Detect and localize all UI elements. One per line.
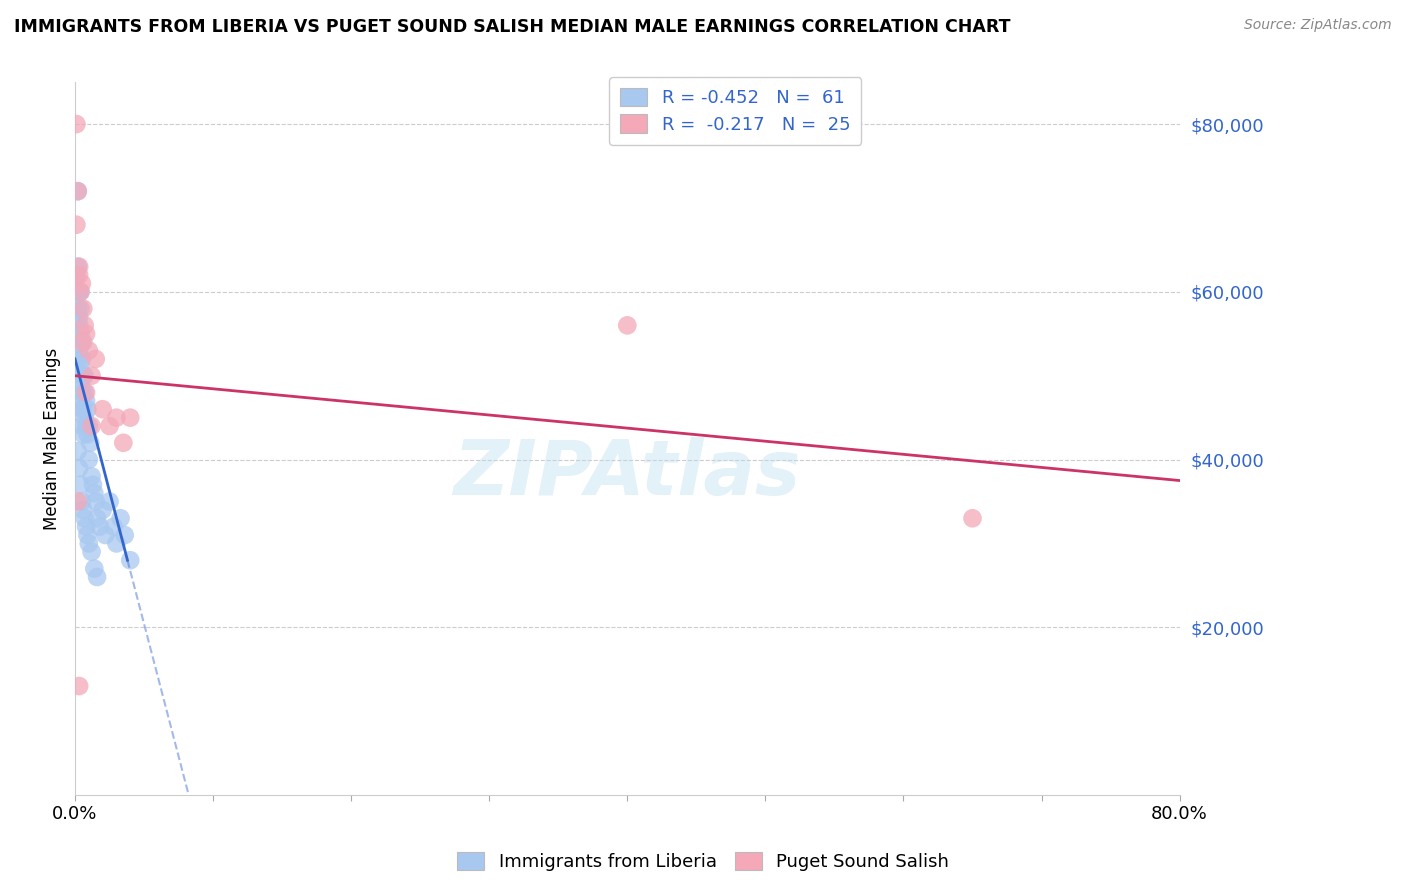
Point [98, 494, 121, 508]
Text: Source: ZipAtlas.com: Source: ZipAtlas.com [1244, 18, 1392, 32]
Point [98, 419, 121, 434]
Point [105, 536, 128, 550]
Point [79, 435, 101, 450]
Point [69, 477, 91, 491]
Point [75, 519, 97, 533]
Point [69, 393, 91, 408]
Point [114, 528, 136, 542]
Point [76, 402, 98, 417]
Point [70, 351, 93, 366]
Point [66, 351, 89, 366]
Point [91, 402, 114, 417]
Point [76, 528, 98, 542]
Point [69, 360, 91, 375]
Point [72, 427, 94, 442]
Legend: Immigrants from Liberia, Puget Sound Salish: Immigrants from Liberia, Puget Sound Sal… [450, 845, 956, 879]
Point [66, 444, 89, 458]
Point [67, 679, 90, 693]
Point [103, 519, 125, 533]
Point [962, 511, 984, 525]
Point [80, 368, 103, 383]
Y-axis label: Median Male Earnings: Median Male Earnings [44, 348, 60, 530]
Point [73, 368, 96, 383]
Point [77, 343, 100, 358]
Point [75, 326, 97, 341]
Point [86, 511, 108, 525]
Point [80, 469, 103, 483]
Point [82, 477, 104, 491]
Point [112, 435, 135, 450]
Point [616, 318, 638, 333]
Point [77, 536, 100, 550]
Point [80, 419, 103, 434]
Point [76, 427, 98, 442]
Point [70, 385, 93, 400]
Point [84, 351, 107, 366]
Point [66, 260, 89, 274]
Point [75, 385, 97, 400]
Point [110, 511, 132, 525]
Point [72, 301, 94, 316]
Point [66, 184, 89, 198]
Point [66, 494, 89, 508]
Point [70, 402, 93, 417]
Point [70, 419, 93, 434]
Point [69, 377, 91, 392]
Point [105, 410, 128, 425]
Point [72, 368, 94, 383]
Point [67, 461, 90, 475]
Point [67, 318, 90, 333]
Point [67, 368, 90, 383]
Point [69, 326, 91, 341]
Point [75, 393, 97, 408]
Point [73, 385, 96, 400]
Point [72, 503, 94, 517]
Point [65, 326, 87, 341]
Point [73, 511, 96, 525]
Point [69, 301, 91, 316]
Legend: R = -0.452   N =  61, R =  -0.217   N =  25: R = -0.452 N = 61, R = -0.217 N = 25 [609, 77, 862, 145]
Point [73, 410, 96, 425]
Point [75, 419, 97, 434]
Point [70, 494, 93, 508]
Point [65, 218, 87, 232]
Point [67, 343, 90, 358]
Point [94, 528, 117, 542]
Point [77, 452, 100, 467]
Point [66, 301, 89, 316]
Point [80, 545, 103, 559]
Point [120, 553, 142, 567]
Point [73, 318, 96, 333]
Point [67, 260, 90, 274]
Point [70, 335, 93, 350]
Point [84, 494, 107, 508]
Point [65, 268, 87, 282]
Point [69, 285, 91, 299]
Point [83, 486, 105, 500]
Point [69, 285, 91, 299]
Point [89, 519, 111, 533]
Point [77, 419, 100, 434]
Point [72, 335, 94, 350]
Point [66, 184, 89, 198]
Point [70, 277, 93, 291]
Text: IMMIGRANTS FROM LIBERIA VS PUGET SOUND SALISH MEDIAN MALE EARNINGS CORRELATION C: IMMIGRANTS FROM LIBERIA VS PUGET SOUND S… [14, 18, 1011, 36]
Point [91, 503, 114, 517]
Point [72, 402, 94, 417]
Point [67, 285, 90, 299]
Point [65, 117, 87, 131]
Point [83, 561, 105, 575]
Point [67, 268, 90, 282]
Point [86, 570, 108, 584]
Point [120, 410, 142, 425]
Text: ZIPAtlas: ZIPAtlas [454, 437, 801, 511]
Point [67, 310, 90, 324]
